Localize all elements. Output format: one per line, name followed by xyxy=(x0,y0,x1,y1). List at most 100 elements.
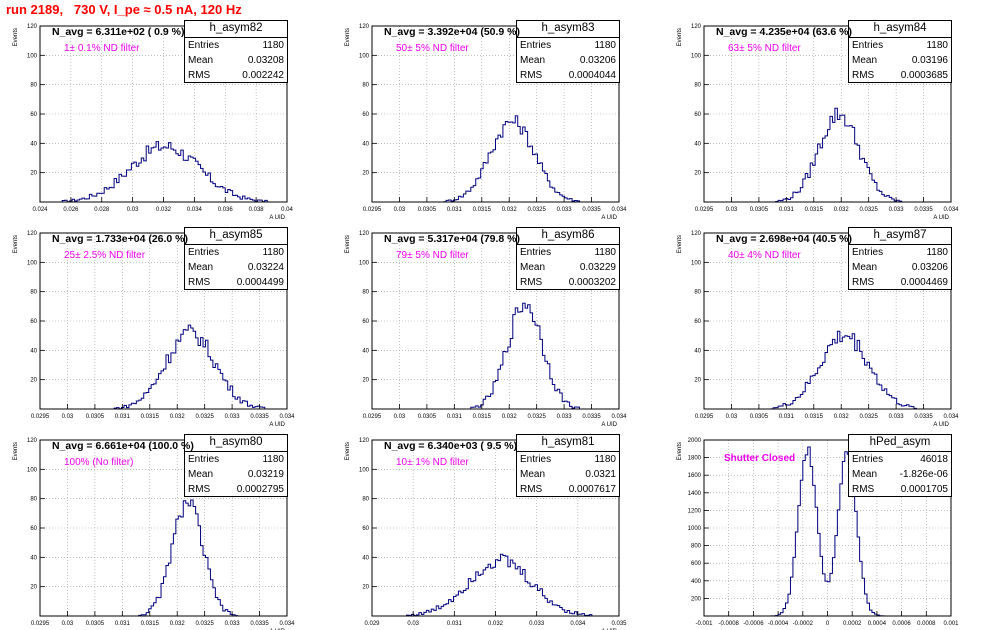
stat-rms: RMS 0.0004044 xyxy=(517,68,619,83)
page-title: run 2189, 730 V, I_pe ≈ 0.5 nA, 120 Hz xyxy=(6,2,242,17)
entries-value: 1180 xyxy=(594,454,616,465)
rms-label: RMS xyxy=(520,70,543,81)
mean-label: Mean xyxy=(852,262,878,273)
x-axis-title: A UID xyxy=(601,422,617,428)
stat-entries: Entries 1180 xyxy=(185,245,287,260)
y-tick-label: 400 xyxy=(691,579,702,585)
y-tick-label: 100 xyxy=(27,260,38,266)
x-tick-label: 0.031 xyxy=(447,207,463,213)
x-tick-label: 0.0305 xyxy=(418,414,437,420)
entries-value: 1180 xyxy=(262,247,284,258)
y-tick-label: 120 xyxy=(359,231,370,237)
x-tick-label: 0.033 xyxy=(889,207,905,213)
histogram-panel-h_asym80: 0.0295 0.03 0.0305 0.031 0.0315 0.032 0.0325 0.… xyxy=(0,432,332,630)
y-tick-label: 40 xyxy=(694,348,701,354)
x-axis-title: A UID xyxy=(933,215,949,221)
x-tick-label: 0.031 xyxy=(779,414,795,420)
navg-label: N_avg = 6.340e+03 ( 9.5 %) xyxy=(384,440,518,452)
y-tick-label: 80 xyxy=(694,290,701,296)
y-tick-label: 200 xyxy=(691,596,702,602)
x-tick-label: 0.0305 xyxy=(86,414,105,420)
filter-label: 40± 4% ND filter xyxy=(728,250,801,261)
y-axis-title: Events xyxy=(13,442,19,460)
x-tick-label: 0.034 xyxy=(279,414,295,420)
filter-label: 25± 2.5% ND filter xyxy=(64,250,146,261)
stat-entries: Entries 1180 xyxy=(517,245,619,260)
rms-label: RMS xyxy=(188,277,211,288)
entries-label: Entries xyxy=(852,40,884,51)
x-tick-label: 0.033 xyxy=(889,414,905,420)
histogram-plot: 0.0295 0.03 0.0305 0.031 0.0315 0.032 0.0325 0.… xyxy=(345,24,627,221)
mean-label: Mean xyxy=(520,262,546,273)
x-tick-label: 0.034 xyxy=(611,414,627,420)
stat-rms: RMS 0.0001705 xyxy=(849,482,951,497)
x-axis-title: A UID xyxy=(269,422,285,428)
stats-box: h_asym86 Entries 1180 Mean 0.03229 RMS 0.00032… xyxy=(516,227,620,290)
histogram-bars-h_asym82 xyxy=(40,141,287,203)
entries-label: Entries xyxy=(852,454,884,465)
histogram-bars-h_asym84 xyxy=(704,107,951,203)
x-tick-label: 0.034 xyxy=(187,207,203,213)
stat-entries: Entries 1180 xyxy=(185,452,287,467)
histogram-plot: 0.0295 0.03 0.0305 0.031 0.0315 0.032 0.0325 0.… xyxy=(345,231,627,428)
histogram-plot: 0.0295 0.03 0.0305 0.031 0.0315 0.032 0.0325 0.… xyxy=(13,231,295,428)
rms-value: 0.0004469 xyxy=(900,277,948,288)
histogram-bars-h_asym81 xyxy=(372,553,619,617)
x-tick-label: 0.032 xyxy=(156,207,172,213)
navg-label: N_avg = 3.392e+04 (50.9 %) xyxy=(384,26,521,38)
histogram-bars-h_asym80 xyxy=(40,499,287,617)
stat-rms: RMS 0.0002795 xyxy=(185,482,287,497)
histogram-name: h_asym86 xyxy=(517,228,619,245)
y-tick-label: 80 xyxy=(30,497,37,503)
entries-value: 1180 xyxy=(594,247,616,258)
y-tick-label: 1400 xyxy=(688,491,702,497)
filter-label: 79± 5% ND filter xyxy=(396,250,469,261)
histogram-panel-h_asym81: 0.029 0.03 0.031 0.032 0.033 0.034 0.035 20 40 60… xyxy=(332,432,664,630)
stat-mean: Mean 0.03206 xyxy=(517,53,619,68)
y-tick-label: 1600 xyxy=(688,473,702,479)
y-tick-label: 80 xyxy=(362,290,369,296)
mean-value: 0.03219 xyxy=(247,469,284,480)
y-tick-label: 40 xyxy=(362,141,369,147)
x-tick-label: 0.033 xyxy=(225,414,241,420)
x-tick-label: 0.0315 xyxy=(805,414,824,420)
stat-rms: RMS 0.0003202 xyxy=(517,275,619,290)
y-tick-label: 100 xyxy=(27,53,38,59)
x-tick-label: 0.03 xyxy=(394,207,406,213)
navg-label: N_avg = 1.733e+04 (26.0 %) xyxy=(52,233,189,245)
stats-box: h_asym85 Entries 1180 Mean 0.03224 RMS 0.00044… xyxy=(184,227,288,290)
x-tick-label: 0.0335 xyxy=(250,414,269,420)
stat-entries: Entries 46018 xyxy=(849,452,951,467)
histogram-panel-h_asym84: 0.0295 0.03 0.0305 0.031 0.0315 0.032 0.0325 0.… xyxy=(664,18,996,221)
entries-label: Entries xyxy=(852,247,884,258)
x-tick-label: 0.0315 xyxy=(141,414,160,420)
stats-box: h_asym87 Entries 1180 Mean 0.03206 RMS 0.00044… xyxy=(848,227,952,290)
x-tick-label: 0.032 xyxy=(502,414,518,420)
stat-rms: RMS 0.0004499 xyxy=(185,275,287,290)
rms-label: RMS xyxy=(188,484,211,495)
stats-box: h_asym83 Entries 1180 Mean 0.03206 RMS 0.00040… xyxy=(516,20,620,83)
entries-label: Entries xyxy=(188,40,220,51)
stat-mean: Mean -1.826e-06 xyxy=(849,467,951,482)
mean-label: Mean xyxy=(520,55,546,66)
stats-box: h_asym80 Entries 1180 Mean 0.03219 RMS 0.00027… xyxy=(184,434,288,497)
y-tick-label: 40 xyxy=(30,555,37,561)
histogram-bars-h_asym83 xyxy=(372,115,619,203)
stat-mean: Mean 0.03229 xyxy=(517,260,619,275)
y-tick-label: 40 xyxy=(30,141,37,147)
y-tick-label: 100 xyxy=(359,53,370,59)
y-tick-label: 40 xyxy=(362,348,369,354)
histogram-panel-h_asym83: 0.0295 0.03 0.0305 0.031 0.0315 0.032 0.0325 0.… xyxy=(332,18,664,221)
y-tick-label: 20 xyxy=(362,171,369,177)
rms-label: RMS xyxy=(852,70,875,81)
x-tick-label: 0.038 xyxy=(249,207,265,213)
stat-entries: Entries 1180 xyxy=(849,38,951,53)
x-tick-label: 0.0335 xyxy=(914,207,933,213)
rms-value: 0.0004044 xyxy=(568,70,616,81)
x-tick-label: 0.034 xyxy=(943,207,959,213)
rms-value: 0.0004499 xyxy=(236,277,284,288)
y-tick-label: 40 xyxy=(694,141,701,147)
x-tick-label: 0.0295 xyxy=(31,414,50,420)
histogram-name: h_asym87 xyxy=(849,228,951,245)
y-tick-label: 20 xyxy=(30,585,37,591)
